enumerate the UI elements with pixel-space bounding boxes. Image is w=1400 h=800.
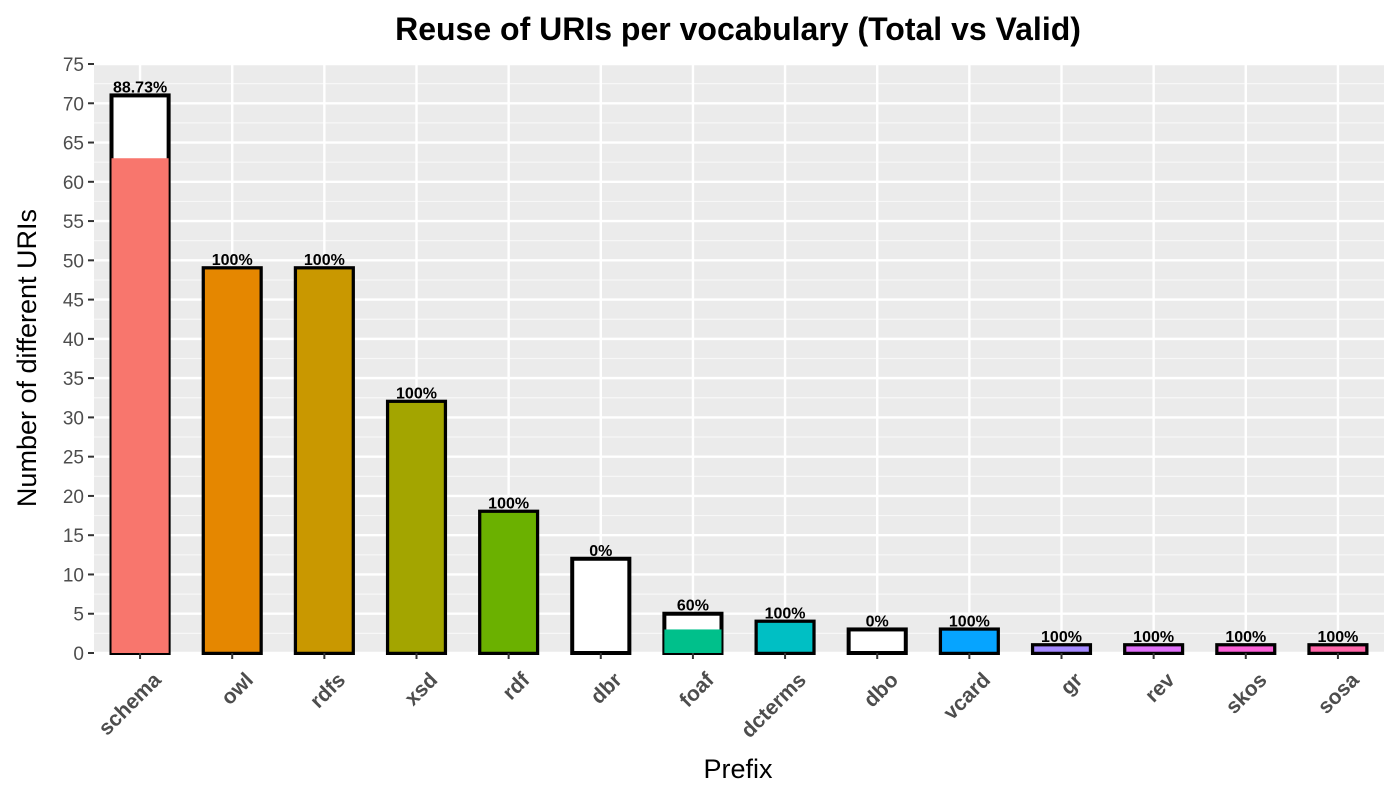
valid-bar-skos <box>1215 643 1276 655</box>
y-axis: 0 5 10 15 20 25 30 35 40 45 50 55 60 65 70 75 <box>63 55 94 665</box>
valid-bar-dcterms <box>755 620 815 655</box>
percentage-label-rev: 100% <box>1133 629 1174 646</box>
percentage-label-rdfs: 100% <box>304 252 345 269</box>
x-tick-label-vcard: vcard <box>939 668 995 724</box>
x-tick-label-owl: owl <box>217 668 258 709</box>
percentage-label-dbo: 0% <box>866 613 889 630</box>
valid-bar-foaf <box>664 629 722 653</box>
percentage-labels: 88.73% 100% 100% 100% 100% 0% 60% 100% 0% 100% 100… <box>113 79 1358 646</box>
total-bar-dbo <box>846 627 908 656</box>
x-tick-label-rev: rev <box>1141 668 1180 707</box>
y-tick-label: 65 <box>63 134 84 155</box>
percentage-label-gr: 100% <box>1041 629 1082 646</box>
y-tick-label: 60 <box>63 173 84 194</box>
y-tick-label: 35 <box>63 369 84 390</box>
x-tick-label-rdf: rdf <box>498 668 535 705</box>
x-tick-label-skos: skos <box>1221 668 1271 718</box>
bars <box>109 93 1369 656</box>
y-tick-label: 55 <box>63 212 84 233</box>
y-tick-label: 10 <box>63 565 84 586</box>
x-tick-label-dbr: dbr <box>586 668 626 708</box>
valid-bar-rev <box>1123 643 1184 655</box>
valid-bar-gr <box>1031 643 1092 655</box>
x-axis: schema owl rdfs xsd rdf dbr foaf dcterms dbo vcar… <box>94 653 1364 742</box>
valid-bar-sosa <box>1308 643 1368 655</box>
y-tick-label: 25 <box>63 448 84 469</box>
total-bar-dbr <box>570 556 632 656</box>
y-tick-label: 50 <box>63 251 84 272</box>
y-axis-title: Number of different URIs <box>12 209 42 507</box>
valid-bar-rdfs <box>294 266 355 655</box>
x-tick-label-xsd: xsd <box>400 668 442 710</box>
chart-title: Reuse of URIs per vocabulary (Total vs V… <box>395 11 1081 47</box>
percentage-label-skos: 100% <box>1225 629 1266 646</box>
valid-bar-schema <box>111 158 169 654</box>
percentage-label-vcard: 100% <box>949 613 990 630</box>
y-tick-label: 45 <box>63 291 84 312</box>
y-tick-label: 0 <box>73 644 84 665</box>
percentage-label-schema: 88.73% <box>113 79 167 96</box>
percentage-label-dcterms: 100% <box>765 606 806 623</box>
y-tick-label: 40 <box>63 330 84 351</box>
x-tick-label-rdfs: rdfs <box>306 668 350 712</box>
percentage-label-foaf: 60% <box>677 598 709 615</box>
x-axis-title: Prefix <box>703 754 773 784</box>
y-tick-label: 5 <box>73 605 84 626</box>
percentage-label-rdf: 100% <box>488 496 529 513</box>
valid-bar-rdf <box>478 510 539 655</box>
y-tick-label: 70 <box>63 94 84 115</box>
x-tick-label-schema: schema <box>94 668 166 740</box>
y-tick-label: 20 <box>63 487 84 508</box>
valid-bar-xsd <box>386 400 447 655</box>
percentage-label-xsd: 100% <box>396 386 437 403</box>
y-tick-label: 75 <box>63 55 84 76</box>
x-tick-label-dcterms: dcterms <box>737 668 811 742</box>
y-tick-label: 15 <box>63 526 84 547</box>
percentage-label-dbr: 0% <box>589 543 612 560</box>
valid-bar-owl <box>202 266 263 655</box>
valid-bar-vcard <box>939 628 1000 655</box>
x-tick-label-dbo: dbo <box>859 668 902 711</box>
percentage-label-sosa: 100% <box>1317 629 1358 646</box>
x-tick-label-foaf: foaf <box>675 668 719 712</box>
x-tick-label-gr: gr <box>1056 668 1087 699</box>
x-tick-label-sosa: sosa <box>1314 668 1364 718</box>
y-tick-label: 30 <box>63 408 84 429</box>
percentage-label-owl: 100% <box>212 252 253 269</box>
